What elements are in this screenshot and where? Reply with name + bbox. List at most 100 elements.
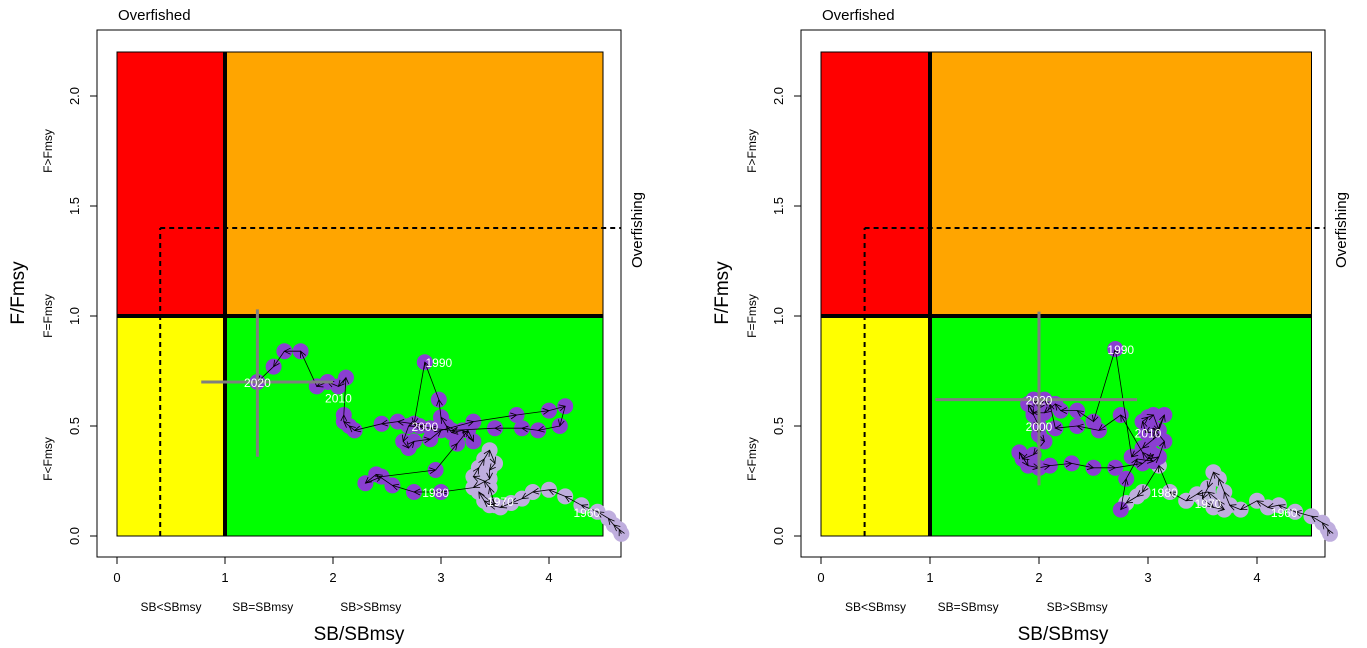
trajectory-segment — [451, 427, 496, 431]
y-tick-label: 0.0 — [67, 527, 82, 545]
year-label: 2000 — [1026, 420, 1053, 434]
x-tick-label: 2 — [329, 570, 336, 585]
zone-orange — [225, 52, 603, 316]
trajectory-segment — [1028, 465, 1040, 469]
x-tick-label: 0 — [113, 570, 120, 585]
trajectory-segment — [1142, 416, 1149, 422]
y-category-label: F>Fmsy — [745, 129, 759, 173]
trajectory-segment — [1311, 515, 1323, 524]
y-axis-title: F/Fmsy — [712, 261, 733, 325]
trajectory-segment — [1071, 463, 1094, 469]
trajectory-segment — [1278, 504, 1296, 513]
trajectory-segment — [1049, 463, 1072, 466]
trajectory-segment — [1019, 452, 1029, 466]
trajectory-segment — [521, 491, 534, 499]
trajectory-segment — [1256, 500, 1269, 508]
overfished-label: Overfished — [118, 7, 191, 24]
trajectory-segment — [1202, 487, 1209, 499]
trajectory-segment — [446, 425, 453, 433]
trajectory-segment — [413, 362, 426, 424]
zone-outline — [116, 51, 604, 537]
y-tick-label: 1.0 — [771, 307, 786, 325]
trajectory-segment — [1055, 403, 1062, 411]
year-label: 1980 — [1151, 486, 1178, 500]
x-axis-title: SB/SBmsy — [1018, 624, 1109, 645]
year-label: 1960 — [1271, 506, 1298, 520]
trajectory-segment — [273, 350, 285, 367]
trajectory-segment — [1120, 414, 1143, 453]
trajectory-segment — [1218, 500, 1225, 510]
trajectory-segment — [500, 502, 512, 508]
y-category-label: F>Fmsy — [41, 129, 55, 173]
x-tick-label: 1 — [926, 570, 933, 585]
trajectory-segment — [483, 449, 490, 460]
trajectory-segment — [613, 524, 620, 530]
y-tick-label: 0.0 — [771, 527, 786, 545]
trajectory-segment — [438, 399, 442, 418]
trajectory-segment — [1207, 491, 1220, 502]
trajectory-segment — [548, 489, 566, 497]
trajectory-segment — [489, 504, 501, 508]
year-label: 1970 — [487, 495, 514, 509]
trajectory-segment — [1142, 438, 1154, 449]
trajectory-segment — [538, 425, 560, 431]
x-tick-label: 2 — [1035, 570, 1042, 585]
x-category-label: SB>SBmsy — [340, 600, 401, 614]
trajectory-segment — [597, 511, 609, 519]
trajectory-segment — [1142, 465, 1160, 493]
trajectory-segment — [343, 377, 347, 416]
trajectory-segment — [413, 423, 420, 427]
trajectory-segment — [1147, 414, 1154, 418]
trajectory-segment — [430, 427, 452, 431]
plot-frame — [800, 29, 1326, 558]
trajectory-segment — [429, 430, 442, 440]
y-category-label: F=Fmsy — [745, 294, 759, 338]
y-category-label: F<Fmsy — [41, 437, 55, 481]
trajectory-segment — [424, 362, 440, 400]
trajectory-segment — [1114, 348, 1133, 457]
trajectory-segment — [402, 425, 409, 442]
y-tick-label: 1.5 — [67, 197, 82, 215]
kobe-panel-1: 0 1 2 3 4 0.0 0.5 1.0 1.5 2.0 SB<SBmsy SB=SBmsy SB>S… — [8, 7, 646, 645]
trajectory-segment — [365, 476, 382, 484]
trajectory-segment — [435, 443, 458, 471]
trajectory-segment — [1153, 414, 1165, 440]
trajectory-segment — [478, 491, 485, 502]
y-axis-title: F/Fmsy — [8, 261, 29, 325]
trajectory-segment — [1120, 478, 1127, 510]
trajectory-segment — [408, 423, 415, 427]
x-category-label: SB>SBmsy — [1047, 600, 1108, 614]
trajectory-segment — [1142, 421, 1147, 433]
y-tick-label: 0.5 — [67, 417, 82, 435]
trajectory-segment — [1229, 504, 1241, 510]
trajectory-segment — [419, 425, 431, 429]
trajectory-segment — [473, 476, 485, 482]
overfished-label: Overfished — [822, 7, 895, 24]
zone-red — [821, 52, 930, 316]
year-label: 2010 — [325, 391, 352, 405]
year-label: 2020 — [1026, 394, 1053, 408]
trajectory-segment — [1158, 441, 1165, 457]
trajectory-segment — [473, 467, 480, 477]
trajectory-segment — [559, 406, 566, 427]
trajectory-segment — [365, 474, 377, 484]
overfishing-label: Overfishing — [1333, 192, 1350, 268]
x-tick-label: 4 — [545, 570, 552, 585]
trajectory-segment — [1142, 452, 1149, 460]
trajectory-segment — [1136, 491, 1143, 497]
kobe-panel-2: 0 1 2 3 4 0.0 0.5 1.0 1.5 2.0 SB<SBmsy SB=SBmsy SB>S… — [712, 7, 1350, 645]
x-axis-title: SB/SBmsy — [314, 624, 405, 645]
year-label: 1990 — [425, 356, 452, 370]
trajectory-segment — [1076, 410, 1094, 422]
trajectory-segment — [440, 416, 447, 427]
y-tick-label: 1.5 — [771, 197, 786, 215]
zone-yellow — [821, 316, 930, 536]
trajectory-segment — [1137, 458, 1154, 462]
x-tick-label: 1 — [221, 570, 228, 585]
trajectory-segment — [402, 441, 409, 449]
trajectory-segment — [1115, 463, 1143, 469]
trajectory-segment — [1158, 465, 1171, 493]
trajectory-segment — [489, 450, 496, 464]
trajectory-segment — [1153, 414, 1160, 431]
